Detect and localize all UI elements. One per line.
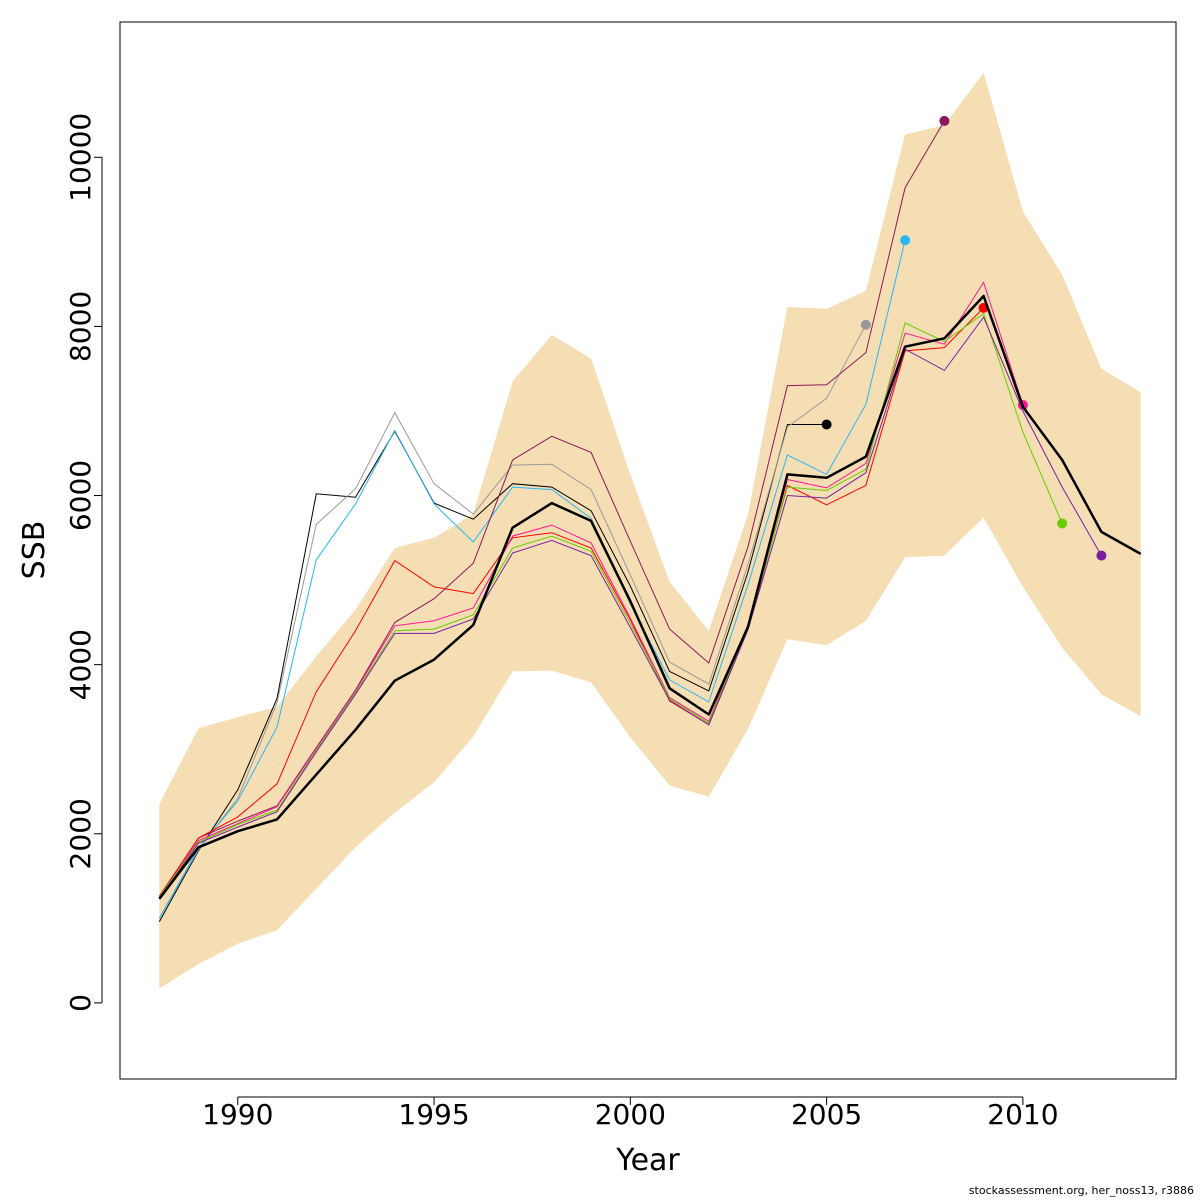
- x-tick-label: 2010: [987, 1098, 1058, 1131]
- x-axis-label: Year: [615, 1143, 680, 1178]
- retro-series-endpoint-7: [1057, 518, 1068, 529]
- retro-series-endpoint-2: [860, 319, 871, 330]
- plot-frame: [119, 21, 1177, 1080]
- confidence-band: [159, 72, 1141, 989]
- retro-series-line-5: [158, 307, 984, 897]
- x-tick-label: 1995: [398, 1098, 469, 1131]
- y-tick-label: 4000: [64, 629, 97, 700]
- retro-series-line-1: [158, 424, 827, 922]
- retro-series-endpoint-8: [1096, 550, 1107, 561]
- retro-series-line-8: [158, 316, 1102, 900]
- retro-series-endpoint-4: [939, 115, 950, 126]
- y-tick-label: 10000: [64, 113, 97, 202]
- main-series-line: [158, 294, 1142, 900]
- retro-series-endpoint-3: [900, 235, 911, 246]
- x-tick-label: 2005: [791, 1098, 862, 1131]
- plot-area: [158, 72, 1142, 989]
- y-tick-label: 8000: [64, 291, 97, 362]
- x-tick-label: 1990: [202, 1098, 273, 1131]
- footer-credit: stockassessment.org, her_noss13, r3886: [968, 1184, 1194, 1197]
- y-tick-label: 2000: [64, 798, 97, 869]
- retro-series-line-7: [158, 312, 1063, 898]
- y-tick-label: 0: [64, 994, 97, 1012]
- y-tick-label: 6000: [64, 460, 97, 531]
- retro-series-endpoint-1: [821, 419, 832, 430]
- retro-series-line-3: [158, 240, 906, 919]
- x-tick-label: 2000: [595, 1098, 666, 1131]
- axes: 1990 1995 2000 2005 2010 0 2000 4000 6000 8000 100…: [64, 113, 1059, 1131]
- y-axis-label: SSB: [17, 521, 52, 580]
- retro-series-line-2: [158, 324, 867, 919]
